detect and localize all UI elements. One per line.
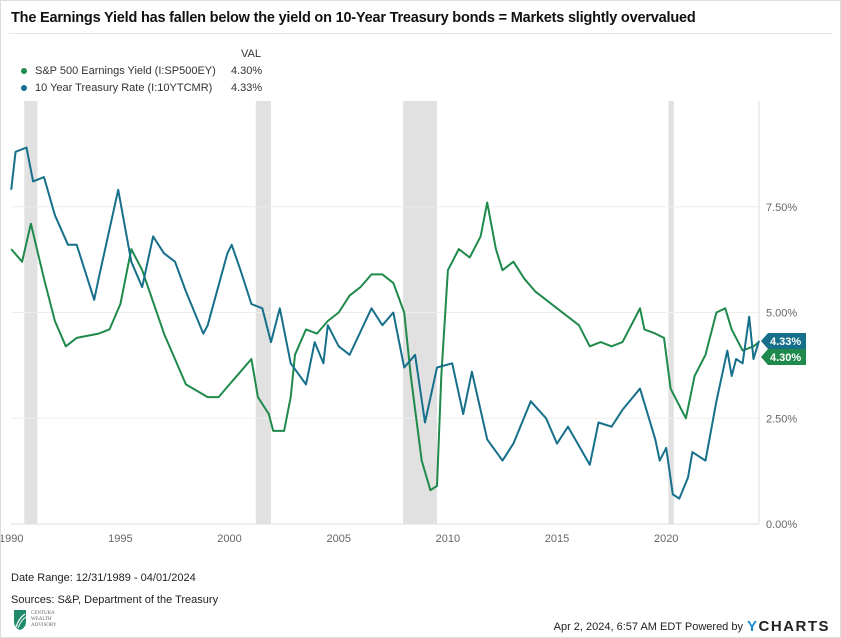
y-tick-label: 5.00% (766, 308, 797, 320)
x-tick-label: 1990 (1, 533, 23, 545)
date-range: Date Range: 12/31/1989 - 04/01/2024 (11, 572, 196, 584)
line-chart: 0.00% 2.50% 5.00% 7.50% 1990 1995 2000 2005 2010… (1, 101, 806, 545)
y-tick-label: 0.00% (766, 519, 797, 531)
chart-title: The Earnings Yield has fallen below the … (11, 10, 696, 26)
legend-header: VAL (241, 48, 261, 60)
end-value-tag (761, 349, 806, 365)
x-tick-label: 2020 (654, 533, 678, 545)
timestamp: Apr 2, 2024, 6:57 AM EDT Powered by (553, 620, 743, 633)
x-tick-label: 2000 (217, 533, 241, 545)
x-tick-label: 2015 (545, 533, 569, 545)
x-tick-label: 1995 (108, 533, 132, 545)
legend-value: 4.33% (231, 82, 263, 94)
earnings-yield-line (10, 201, 760, 492)
legend-label: 10 Year Treasury Rate (I:10YTCMR) (35, 82, 213, 94)
sources: Sources: S&P, Department of the Treasury (11, 594, 219, 606)
legend-label: S&P 500 Earnings Yield (I:SP500EY) (35, 65, 216, 77)
shield-logo-icon (14, 610, 27, 630)
end-value-tag (761, 333, 806, 349)
title-divider (9, 33, 832, 34)
legend-dot-icon (21, 85, 27, 92)
end-value-label: 4.33% (770, 336, 801, 348)
powered-by: Apr 2, 2024, 6:57 AM EDT Powered by YCHA… (554, 618, 830, 635)
x-tick-label: 2005 (326, 533, 350, 545)
end-value-label: 4.30% (770, 352, 801, 364)
legend-item-earnings-yield: S&P 500 Earnings Yield (I:SP500EY) 4.30% (21, 65, 262, 77)
y-tick-label: 2.50% (766, 413, 797, 425)
legend-value: 4.30% (231, 65, 263, 77)
centura-logo: CENTURA WEALTH ADVISORY (13, 609, 57, 631)
y-tick-label: 7.50% (766, 202, 797, 214)
treasury-rate-line (10, 146, 760, 500)
x-tick-label: 2010 (436, 533, 460, 545)
logo-text: CENTURA WEALTH ADVISORY (31, 611, 57, 628)
legend-item-treasury-rate: 10 Year Treasury Rate (I:10YTCMR) 4.33% (21, 82, 262, 94)
legend-dot-icon (21, 68, 27, 75)
ycharts-logo[interactable]: YCHARTS (746, 618, 830, 635)
